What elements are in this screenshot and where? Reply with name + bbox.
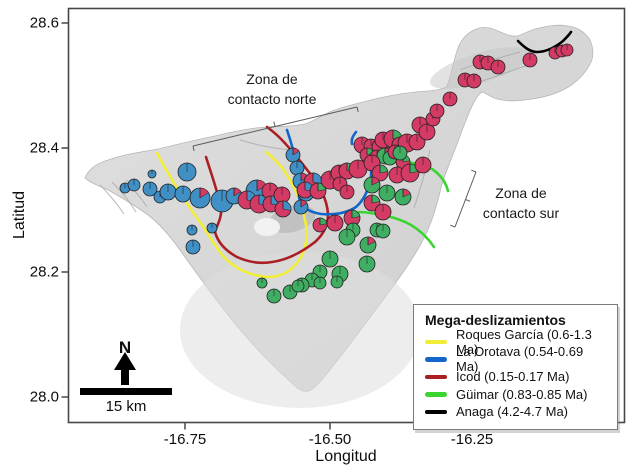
legend-swatch-icod	[425, 374, 447, 379]
sample-pie	[273, 186, 291, 204]
sample-pie	[358, 255, 376, 273]
sample-pie	[147, 169, 157, 179]
sample-pie	[312, 217, 328, 233]
sample-pie	[392, 145, 408, 161]
sample-pie	[186, 224, 198, 236]
annotation-zona-contacto-norte: Zona de contacto norte	[228, 70, 317, 109]
legend-title: Mega-deslizamientos	[425, 312, 566, 328]
teide-peak-highlight	[254, 218, 280, 236]
sample-pie	[560, 43, 574, 57]
sample-pie	[313, 276, 327, 290]
sample-pie	[174, 185, 192, 203]
sample-pie	[375, 223, 391, 239]
sample-pie	[274, 200, 292, 218]
landslide-outline-la-orotava-coast	[350, 130, 358, 146]
hillshade-south	[180, 252, 420, 408]
legend-swatch-anaga	[425, 409, 447, 414]
annotation-line: contacto norte	[227, 90, 317, 107]
sample-pie	[142, 181, 158, 197]
legend-item-roques-garcia: Roques García (0.6-1.3 Ma)	[425, 327, 609, 357]
legend-label: Güimar (0.83-0.85 Ma)	[456, 386, 588, 402]
sample-pie	[363, 176, 381, 194]
sample-pie	[429, 103, 445, 119]
sample-pie	[442, 91, 458, 107]
sample-pie	[206, 222, 218, 234]
sample-pie	[256, 277, 268, 289]
sample-pie	[127, 178, 141, 192]
legend-label: Roques García (0.6-1.3 Ma)	[456, 326, 592, 357]
sample-pies	[119, 43, 574, 304]
sample-pie	[371, 164, 389, 182]
legend-item-anaga: Anaga (4.2-4.7 Ma)	[425, 403, 609, 421]
y-axis-title: Latitud	[11, 190, 28, 240]
bracket-zona-south	[450, 169, 477, 228]
annotation-zona-contacto-sur: Zona de contacto sur	[483, 184, 559, 223]
sample-pie	[363, 194, 381, 212]
sample-pie	[374, 203, 392, 221]
scale-bar-label: 15 km	[105, 398, 147, 415]
sample-pie	[330, 275, 344, 289]
plot-frame	[67, 7, 626, 424]
sample-pie	[414, 156, 432, 174]
sample-pie	[293, 199, 309, 215]
north-arrow	[114, 352, 136, 385]
y-tick-label: 28.6	[29, 14, 59, 32]
x-tick-label: -16.50	[308, 431, 352, 448]
sample-pie	[408, 133, 426, 151]
sample-pie	[285, 147, 301, 163]
sample-pie	[466, 73, 482, 89]
sample-pie	[522, 52, 538, 68]
sample-pie	[394, 188, 412, 206]
annotation-line: contacto sur	[482, 204, 560, 221]
x-axis-title: Longitud	[315, 448, 377, 465]
bracket-zona-north	[192, 106, 359, 151]
sample-pie	[378, 184, 396, 202]
y-tick-label: 28.2	[29, 263, 59, 281]
sample-pie	[326, 214, 344, 232]
sample-pie	[321, 250, 339, 268]
sample-pie	[359, 236, 377, 254]
legend-box: Mega-deslizamientos Roques García (0.6-1…	[413, 304, 618, 430]
legend-swatch-roques-garcia	[425, 339, 447, 344]
sample-pie	[159, 183, 177, 201]
y-tick-label: 28.0	[29, 388, 59, 406]
sample-pie	[266, 288, 282, 304]
legend-swatch-la-orotava	[425, 357, 447, 362]
sample-pie	[291, 279, 305, 293]
y-tick-label: 28.4	[29, 139, 59, 157]
scale-bar	[80, 388, 172, 395]
legend-label: Anaga (4.2-4.7 Ma)	[456, 404, 569, 420]
zone-brackets	[192, 106, 477, 228]
sample-pie	[339, 184, 355, 200]
sample-pie	[185, 239, 201, 255]
legend-item-la-orotava: La Orotava (0.54-0.69 Ma)	[425, 344, 609, 374]
legend-item-icod: Icod (0.15-0.17 Ma)	[425, 368, 609, 386]
sample-pie	[338, 228, 356, 246]
x-tick-label: -16.75	[163, 431, 207, 448]
x-tick-label: -16.25	[450, 431, 494, 448]
annotation-line: Zona de	[246, 71, 298, 87]
sample-pie	[490, 59, 506, 75]
legend-item-guimar: Güimar (0.83-0.85 Ma)	[425, 386, 609, 404]
legend-label: La Orotava (0.54-0.69 Ma)	[456, 344, 584, 375]
landslide-outline-roques-garcia	[155, 150, 308, 279]
sample-pie	[189, 187, 211, 209]
legend-swatch-guimar	[425, 392, 447, 397]
north-arrow-label: N	[118, 338, 132, 357]
sample-pie	[309, 182, 327, 200]
annotation-line: Zona de	[495, 185, 547, 201]
sample-pie	[177, 162, 197, 182]
sample-pie	[418, 123, 436, 141]
legend-label: Icod (0.15-0.17 Ma)	[456, 369, 570, 385]
sample-pie	[289, 160, 305, 176]
sample-pie	[400, 163, 420, 183]
